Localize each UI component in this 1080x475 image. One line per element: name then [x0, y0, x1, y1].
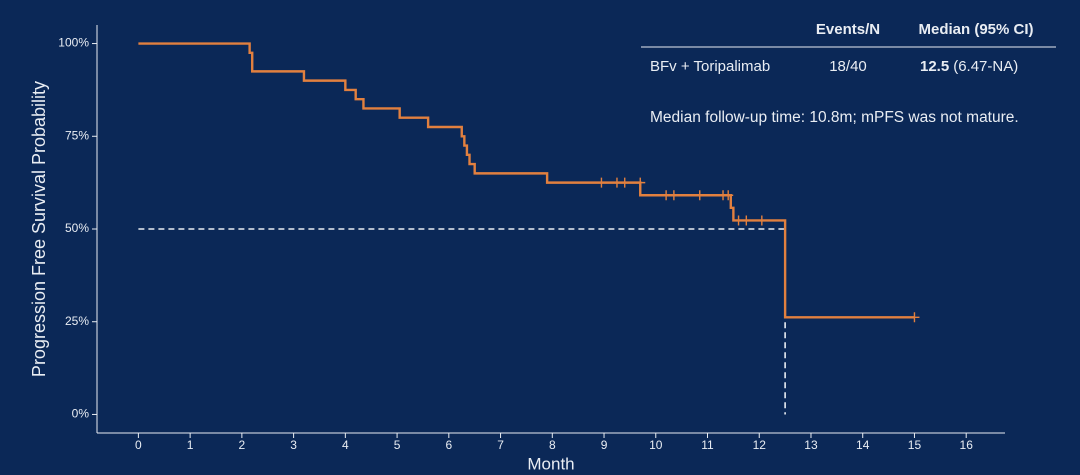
x-tick-label: 14 [856, 438, 870, 452]
median-ci: (6.47-NA) [953, 58, 1018, 75]
x-tick-label: 9 [601, 438, 608, 452]
x-tick-label: 6 [445, 438, 452, 452]
y-tick-label: 0% [72, 407, 90, 421]
censor-mark [694, 190, 705, 201]
x-tick-label: 4 [342, 438, 349, 452]
x-tick-label: 13 [804, 438, 818, 452]
table-cell: BFv + Toripalimab [650, 58, 770, 75]
x-tick-label: 12 [753, 438, 767, 452]
table-cell: 12.5 (6.47-NA) [920, 58, 1018, 75]
y-tick-label: 100% [58, 36, 89, 50]
censor-mark [741, 215, 752, 226]
x-tick-label: 5 [394, 438, 401, 452]
censor-mark [756, 215, 767, 226]
table-header: Events/N [816, 21, 880, 38]
x-axis-title: Month [527, 454, 574, 473]
censor-mark [723, 190, 734, 201]
y-tick-label: 75% [65, 128, 89, 142]
median-line [138, 228, 786, 415]
x-tick-label: 10 [649, 438, 663, 452]
x-tick-label: 15 [908, 438, 922, 452]
table-header: Median (95% CI) [918, 21, 1033, 38]
y-tick-label: 25% [65, 314, 89, 328]
x-tick-label: 1 [187, 438, 194, 452]
x-tick-label: 11 [701, 438, 714, 452]
median-value: 12.5 [920, 58, 949, 75]
x-tick-label: 2 [239, 438, 246, 452]
x-tick-label: 3 [290, 438, 297, 452]
censor-mark [635, 177, 646, 188]
censor-mark [619, 177, 630, 188]
y-tick-label: 50% [65, 221, 89, 235]
table-cell: 18/40 [829, 58, 867, 75]
x-tick-label: 8 [549, 438, 556, 452]
note: Median follow-up time: 10.8m; mPFS was n… [650, 109, 1019, 126]
x-tick-label: 16 [960, 438, 974, 452]
x-tick-label: 7 [497, 438, 504, 452]
censor-mark [668, 190, 679, 201]
censor-mark [909, 312, 920, 323]
x-tick-label: 0 [135, 438, 142, 452]
censor-mark [596, 177, 607, 188]
y-axis-title: Progression Free Survival Probability [29, 81, 49, 377]
survival-curve [138, 42, 915, 319]
